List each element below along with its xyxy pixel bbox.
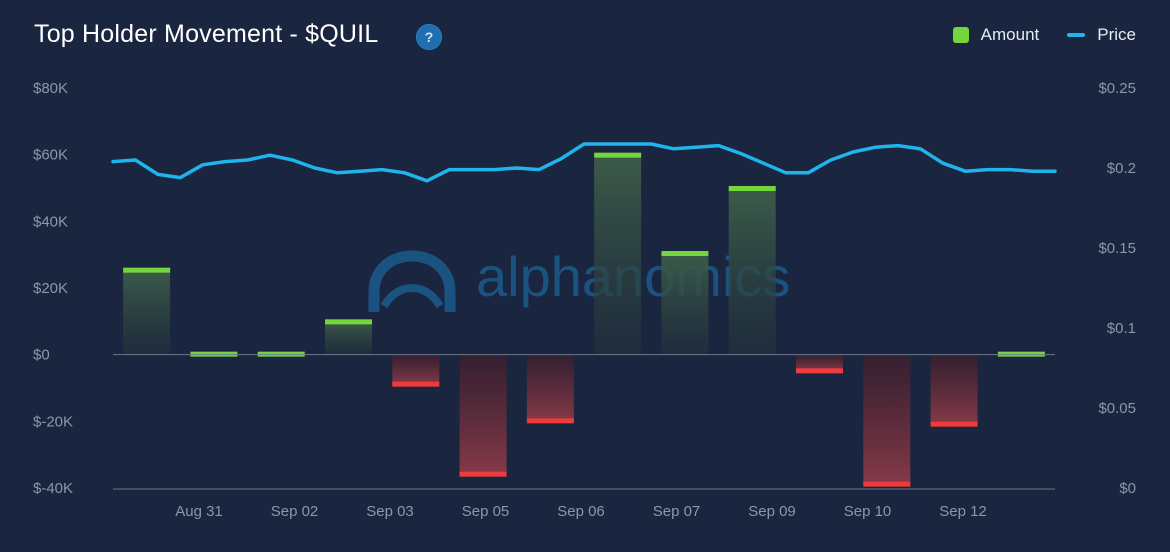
amount-bar[interactable] [459, 354, 507, 475]
amount-bar-cap [392, 381, 440, 387]
watermark-arch-inner-icon [380, 284, 444, 309]
amount-bar-cap [123, 267, 171, 273]
amount-bar-cap [594, 152, 642, 158]
amount-bar-cap [796, 368, 843, 374]
x-tick-label: Aug 31 [175, 503, 223, 520]
y-left-tick-label: $0 [33, 347, 50, 364]
amount-bar[interactable] [661, 253, 709, 355]
x-tick-label: Sep 03 [366, 503, 414, 520]
amount-bar[interactable] [526, 354, 574, 422]
y-right-tick-label: $0.05 [1098, 400, 1136, 417]
amount-bar-cap [863, 481, 911, 487]
amount-bar[interactable] [863, 354, 911, 485]
amount-bar[interactable] [796, 354, 843, 372]
legend-item-price[interactable]: Price [1067, 25, 1136, 45]
y-left-tick-label: $-40K [33, 480, 73, 497]
amount-bar-cap [930, 421, 978, 427]
y-right-tick-label: $0.15 [1098, 240, 1136, 257]
legend: Amount Price [925, 25, 1136, 45]
amount-bar[interactable] [392, 354, 440, 385]
help-icon[interactable]: ? [416, 24, 442, 50]
price-swatch-icon [1067, 33, 1086, 37]
amount-bar-cap [661, 251, 709, 256]
watermark-arch-icon [368, 250, 456, 312]
x-tick-label: Sep 12 [939, 503, 987, 520]
y-left-tick-label: $60K [33, 147, 68, 164]
x-tick-label: Sep 02 [271, 503, 319, 520]
x-tick-label: Sep 05 [462, 503, 510, 520]
legend-label-price: Price [1097, 25, 1136, 44]
x-tick-label: Sep 07 [653, 503, 701, 520]
watermark-logo: alphanomics [368, 245, 790, 312]
amount-bar[interactable] [325, 321, 372, 355]
x-tick-label: Sep 06 [557, 503, 605, 520]
amount-bar[interactable] [123, 269, 171, 355]
y-right-tick-label: $0.2 [1107, 160, 1136, 177]
chart-title: Top Holder Movement - $QUIL [34, 20, 379, 48]
amount-bar-cap [526, 418, 574, 424]
axes-layer: $80K $60K $40K $20K $0 $-20K $-40K $0.25 $0.2 $0.… [33, 80, 1136, 520]
y-right-tick-label: $0 [1119, 480, 1136, 497]
y-left-tick-label: $40K [33, 213, 68, 230]
amount-bar[interactable] [594, 154, 642, 355]
y-left-tick-label: $80K [33, 80, 68, 97]
y-left-tick-label: $20K [33, 280, 68, 297]
x-tick-label: Sep 10 [844, 503, 892, 520]
amount-bar-cap [325, 319, 372, 325]
price-line-layer [111, 142, 1057, 183]
y-right-tick-label: $0.25 [1098, 80, 1136, 97]
amount-bar[interactable] [728, 188, 776, 355]
legend-item-amount[interactable]: Amount [952, 25, 1040, 45]
y-left-tick-label: $-20K [33, 413, 73, 430]
amount-bar-cap [459, 471, 507, 477]
amount-swatch-icon [952, 27, 969, 43]
price-line[interactable] [111, 142, 1057, 183]
amount-bar-cap [728, 186, 776, 191]
amount-bar[interactable] [930, 354, 978, 425]
bars-layer [123, 152, 1045, 487]
x-tick-label: Sep 09 [748, 503, 796, 520]
legend-label-amount: Amount [980, 25, 1040, 44]
y-right-tick-label: $0.1 [1107, 320, 1136, 337]
